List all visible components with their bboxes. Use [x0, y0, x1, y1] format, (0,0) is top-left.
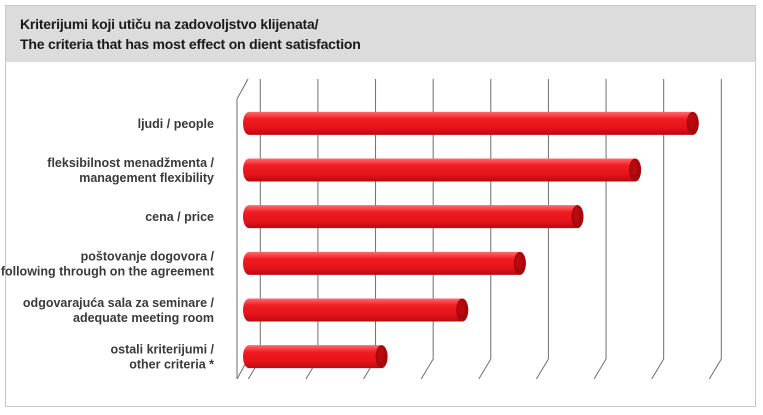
category-label-4-line-0: odgovarajuća sala za seminare /	[23, 296, 215, 310]
category-label-0: ljudi / people	[138, 117, 214, 131]
bar-3	[243, 251, 526, 275]
category-label-0-line-0: ljudi / people	[138, 117, 214, 131]
category-label-5: ostali kriterijumi / other criteria *	[110, 343, 214, 372]
bar-layer	[243, 111, 699, 369]
floor-line-7	[651, 358, 665, 380]
category-label-3: poštovanje dogovora / following through o…	[1, 249, 215, 278]
category-label-2: cena / price	[145, 210, 214, 224]
chart-header: Kriterijumi koji utiču na zadovoljstvo k…	[6, 6, 755, 62]
bar-4	[243, 298, 469, 322]
floor-line-8	[708, 358, 722, 380]
category-label-4-line-1: adequate meeting room	[73, 311, 214, 325]
chart-title-line-2: The criteria that has most effect on die…	[20, 36, 361, 52]
floor-line-5	[535, 358, 549, 380]
floor-line-3	[420, 358, 434, 380]
floor-line-4	[478, 358, 492, 380]
category-label-1-line-1: management flexibility	[79, 171, 214, 185]
bar-end-cap-shade-4	[457, 300, 465, 316]
floor-line-6	[593, 358, 607, 380]
chart-title-line-1: Kriterijumi koji utiču na zadovoljstvo k…	[20, 16, 319, 32]
category-label-3-line-0: poštovanje dogovora /	[81, 249, 215, 263]
bar-end-cap-shade-5	[377, 347, 385, 363]
category-label-5-line-0: ostali kriterijumi /	[110, 343, 214, 357]
bar-end-cap-shade-1	[630, 160, 638, 176]
bar-end-cap-shade-0	[688, 113, 696, 129]
category-label-4: odgovarajuća sala za seminare / adequate …	[23, 296, 215, 325]
chart-title: Kriterijumi koji utiču na zadovoljstvo k…	[20, 14, 361, 54]
category-label-1-line-0: fleksibilnost menadžmenta /	[47, 156, 214, 170]
bar-end-cap-shade-2	[572, 207, 580, 223]
bar-1	[243, 158, 642, 182]
category-label-5-line-1: other criteria *	[129, 358, 214, 372]
category-label-3-line-1: following through on the agreement	[1, 264, 215, 278]
category-label-1: fleksibilnost menadžmenta / management fl…	[47, 156, 214, 185]
axis-wall-top	[236, 78, 249, 100]
bar-2	[243, 205, 584, 229]
bar-5	[243, 345, 388, 369]
chart-frame: Kriterijumi koji utiču na zadovoljstvo k…	[5, 5, 756, 407]
category-label-2-line-0: cena / price	[145, 210, 214, 224]
label-layer: ljudi / people fleksibilnost menadžmenta …	[1, 117, 215, 372]
bar-end-cap-shade-3	[515, 253, 523, 269]
bar-0	[243, 111, 699, 135]
